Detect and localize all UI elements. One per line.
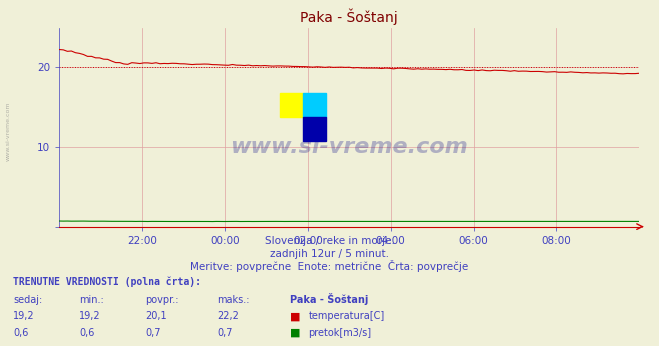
Text: 0,7: 0,7 xyxy=(145,328,161,338)
Text: maks.:: maks.: xyxy=(217,295,250,305)
Bar xyxy=(303,93,326,117)
Text: ■: ■ xyxy=(290,328,301,338)
Text: temperatura[C]: temperatura[C] xyxy=(308,311,385,321)
Text: TRENUTNE VREDNOSTI (polna črta):: TRENUTNE VREDNOSTI (polna črta): xyxy=(13,277,201,288)
Text: pretok[m3/s]: pretok[m3/s] xyxy=(308,328,372,338)
Text: Paka - Šoštanj: Paka - Šoštanj xyxy=(290,293,368,305)
Text: 19,2: 19,2 xyxy=(79,311,101,321)
Text: povpr.:: povpr.: xyxy=(145,295,179,305)
Text: min.:: min.: xyxy=(79,295,104,305)
Text: www.si-vreme.com: www.si-vreme.com xyxy=(231,137,468,157)
Text: Meritve: povprečne  Enote: metrične  Črta: povprečje: Meritve: povprečne Enote: metrične Črta:… xyxy=(190,260,469,272)
Text: 0,6: 0,6 xyxy=(79,328,94,338)
Bar xyxy=(303,117,326,141)
Text: 20,1: 20,1 xyxy=(145,311,167,321)
Text: zadnjih 12ur / 5 minut.: zadnjih 12ur / 5 minut. xyxy=(270,249,389,259)
Text: sedaj:: sedaj: xyxy=(13,295,42,305)
Text: ■: ■ xyxy=(290,311,301,321)
Text: 19,2: 19,2 xyxy=(13,311,35,321)
Text: www.si-vreme.com: www.si-vreme.com xyxy=(6,102,11,161)
Title: Paka - Šoštanj: Paka - Šoštanj xyxy=(301,9,398,25)
Text: Slovenija / reke in morje.: Slovenija / reke in morje. xyxy=(264,236,395,246)
Text: 0,7: 0,7 xyxy=(217,328,233,338)
Text: 22,2: 22,2 xyxy=(217,311,239,321)
Bar xyxy=(279,93,303,117)
Text: 0,6: 0,6 xyxy=(13,328,28,338)
